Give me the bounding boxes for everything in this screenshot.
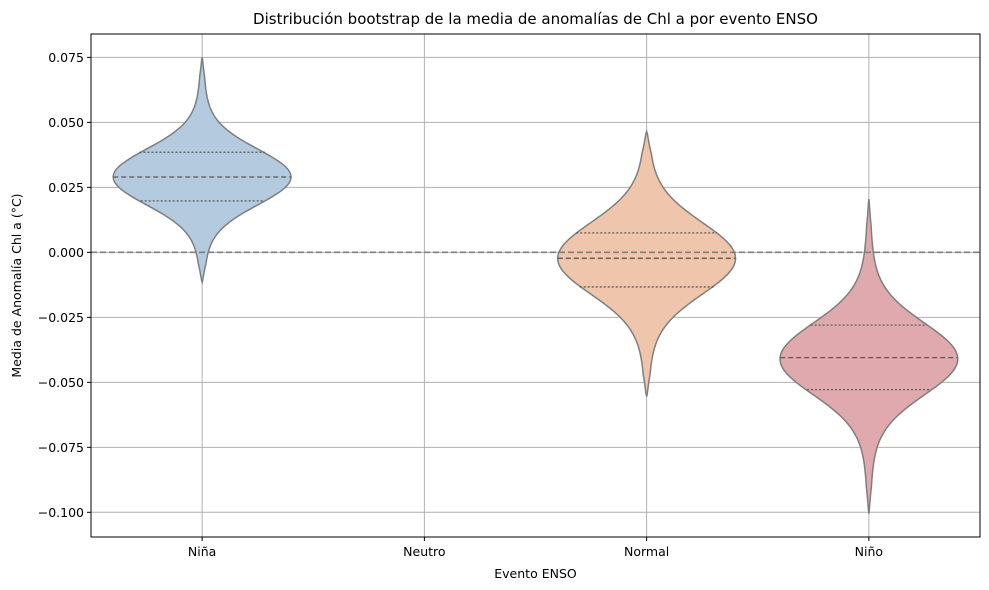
y-ticks: −0.100 −0.075 −0.050 −0.025 0.000 0.025 0.050 0… — [38, 50, 91, 520]
y-tick-label: −0.075 — [38, 440, 84, 455]
violin-ni-a — [112, 57, 292, 285]
x-tick-label: Normal — [624, 544, 669, 559]
y-tick-label: 0.000 — [48, 245, 84, 260]
violin-normal — [556, 128, 737, 397]
x-axis-label: Evento ENSO — [494, 566, 577, 581]
violin-ni-o — [779, 198, 959, 514]
x-tick-label: Niño — [855, 544, 883, 559]
y-tick-label: −0.100 — [38, 505, 84, 520]
y-axis-label: Media de Anomalía Chl a (°C) — [9, 193, 24, 377]
x-tick-label: Neutro — [403, 544, 445, 559]
grid-lines — [91, 34, 980, 537]
chart-title: Distribución bootstrap de la media de an… — [253, 10, 818, 28]
x-tick-label: Niña — [188, 544, 216, 559]
y-tick-label: 0.050 — [48, 115, 84, 130]
y-tick-label: 0.025 — [48, 180, 84, 195]
violins — [112, 57, 959, 514]
y-tick-label: −0.050 — [38, 375, 84, 390]
y-tick-label: −0.025 — [38, 310, 84, 325]
plot-frame — [90, 33, 981, 538]
y-tick-label: 0.075 — [48, 50, 84, 65]
x-ticks: Niña Neutro Normal Niño — [188, 537, 883, 559]
